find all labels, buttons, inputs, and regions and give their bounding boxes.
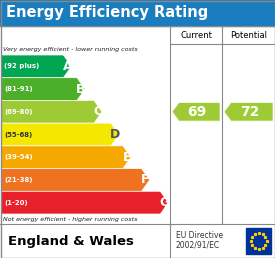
Polygon shape bbox=[1, 168, 150, 191]
Text: (92 plus): (92 plus) bbox=[4, 63, 39, 69]
Text: (81-91): (81-91) bbox=[4, 86, 33, 92]
Polygon shape bbox=[1, 146, 131, 168]
Polygon shape bbox=[1, 191, 168, 214]
Polygon shape bbox=[224, 102, 273, 121]
Bar bbox=[0, 0, 275, 26]
Text: E: E bbox=[123, 151, 131, 164]
Text: G: G bbox=[159, 196, 169, 209]
Polygon shape bbox=[1, 100, 102, 123]
Text: Potential: Potential bbox=[230, 30, 267, 39]
Text: EU Directive: EU Directive bbox=[176, 231, 223, 240]
Text: (39-54): (39-54) bbox=[4, 154, 33, 160]
Text: 69: 69 bbox=[187, 105, 207, 119]
Text: D: D bbox=[110, 128, 120, 141]
Polygon shape bbox=[1, 123, 119, 146]
Text: 2002/91/EC: 2002/91/EC bbox=[176, 240, 220, 249]
Text: Not energy efficient - higher running costs: Not energy efficient - higher running co… bbox=[3, 216, 138, 222]
Polygon shape bbox=[172, 102, 220, 121]
Text: Very energy efficient - lower running costs: Very energy efficient - lower running co… bbox=[3, 47, 138, 52]
Text: A: A bbox=[63, 60, 72, 73]
Text: England & Wales: England & Wales bbox=[8, 235, 134, 247]
Text: (21-38): (21-38) bbox=[4, 177, 32, 183]
Text: Current: Current bbox=[180, 30, 212, 39]
Text: (69-80): (69-80) bbox=[4, 109, 32, 115]
Bar bbox=[246, 228, 271, 254]
Text: B: B bbox=[76, 83, 86, 95]
Text: (1-20): (1-20) bbox=[4, 200, 28, 206]
Text: C: C bbox=[94, 105, 103, 118]
Text: 72: 72 bbox=[240, 105, 259, 119]
Text: F: F bbox=[141, 173, 150, 187]
Text: (55-68): (55-68) bbox=[4, 132, 32, 138]
Polygon shape bbox=[1, 78, 85, 100]
Text: Energy Efficiency Rating: Energy Efficiency Rating bbox=[6, 5, 208, 20]
Polygon shape bbox=[1, 55, 72, 78]
